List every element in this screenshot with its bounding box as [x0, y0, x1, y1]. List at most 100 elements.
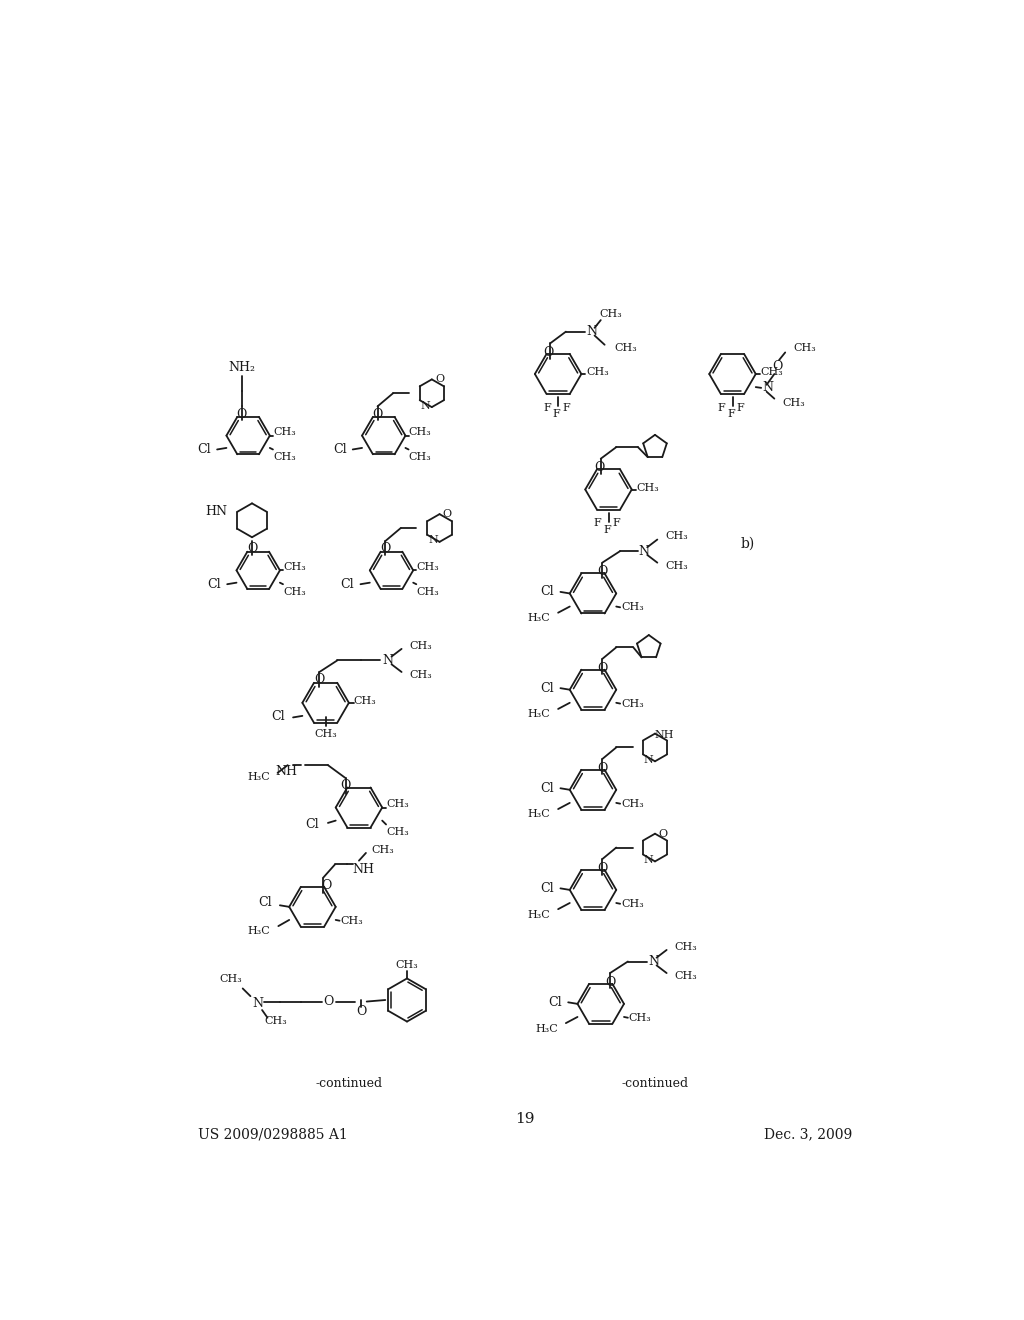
Text: CH₃: CH₃ [665, 532, 688, 541]
Text: F: F [553, 409, 560, 418]
Text: CH₃: CH₃ [621, 602, 644, 612]
Text: CH₃: CH₃ [599, 309, 623, 319]
Text: O: O [772, 360, 782, 372]
Text: O: O [314, 673, 325, 686]
Text: 19: 19 [515, 1113, 535, 1126]
Text: Dec. 3, 2009: Dec. 3, 2009 [764, 1127, 852, 1142]
Text: Cl: Cl [541, 781, 554, 795]
Text: CH₃: CH₃ [621, 899, 644, 908]
Text: O: O [597, 862, 607, 875]
Text: N: N [253, 998, 264, 1010]
Text: CH₃: CH₃ [586, 367, 609, 378]
Text: Cl: Cl [541, 882, 554, 895]
Text: O: O [442, 510, 452, 519]
Text: Cl: Cl [549, 995, 562, 1008]
Text: H₃C: H₃C [527, 809, 550, 820]
Text: CH₃: CH₃ [387, 828, 410, 837]
Text: F: F [612, 519, 621, 528]
Text: CH₃: CH₃ [665, 561, 688, 570]
Text: CH₃: CH₃ [283, 561, 306, 572]
Text: N: N [586, 325, 597, 338]
Text: Cl: Cl [305, 818, 318, 832]
Text: Cl: Cl [208, 578, 221, 591]
Text: O: O [356, 1005, 367, 1018]
Text: Cl: Cl [198, 444, 211, 455]
Text: N: N [644, 755, 653, 764]
Text: O: O [605, 975, 615, 989]
Text: CH₃: CH₃ [675, 942, 697, 952]
Text: O: O [658, 829, 668, 838]
Text: F: F [603, 524, 611, 535]
Text: CH₃: CH₃ [273, 453, 296, 462]
Text: O: O [373, 408, 383, 421]
Text: F: F [544, 403, 551, 413]
Text: CH₃: CH₃ [395, 960, 419, 970]
Text: CH₃: CH₃ [264, 1016, 287, 1026]
Text: CH₃: CH₃ [675, 972, 697, 981]
Text: CH₃: CH₃ [387, 799, 410, 809]
Text: CH₃: CH₃ [629, 1012, 651, 1023]
Text: CH₃: CH₃ [761, 367, 783, 378]
Text: O: O [380, 543, 390, 556]
Text: F: F [562, 403, 569, 413]
Text: N: N [639, 545, 649, 557]
Text: NH₂: NH₂ [228, 362, 255, 375]
Text: N: N [644, 855, 653, 865]
Text: CH₃: CH₃ [621, 799, 644, 809]
Text: O: O [597, 565, 607, 578]
Text: CH₃: CH₃ [417, 561, 439, 572]
Text: CH₃: CH₃ [409, 453, 431, 462]
Text: N: N [648, 954, 659, 968]
Text: F: F [727, 409, 735, 418]
Text: F: F [718, 403, 726, 413]
Text: O: O [597, 762, 607, 775]
Text: H₃C: H₃C [536, 1023, 558, 1034]
Text: N: N [762, 381, 773, 395]
Text: O: O [340, 779, 350, 792]
Text: F: F [736, 403, 744, 413]
Text: -continued: -continued [622, 1077, 688, 1090]
Text: NH: NH [352, 863, 375, 876]
Text: CH₃: CH₃ [220, 974, 243, 985]
Text: -continued: -continued [315, 1077, 382, 1090]
Text: O: O [323, 995, 333, 1008]
Text: Cl: Cl [541, 681, 554, 694]
Text: CH₃: CH₃ [353, 696, 376, 706]
Text: O: O [435, 375, 444, 384]
Text: N: N [382, 653, 393, 667]
Text: CH₃: CH₃ [782, 399, 805, 408]
Text: H₃C: H₃C [527, 709, 550, 719]
Text: H₃C: H₃C [527, 612, 550, 623]
Text: CH₃: CH₃ [314, 729, 337, 739]
Text: N: N [428, 536, 438, 545]
Text: O: O [237, 408, 247, 421]
Text: Cl: Cl [541, 585, 554, 598]
Text: NH: NH [275, 764, 297, 777]
Text: CH₃: CH₃ [410, 640, 432, 651]
Text: O: O [322, 879, 332, 892]
Text: CH₃: CH₃ [621, 698, 644, 709]
Text: O: O [594, 462, 604, 474]
Text: H₃C: H₃C [247, 927, 270, 936]
Text: CH₃: CH₃ [410, 671, 432, 680]
Text: US 2009/0298885 A1: US 2009/0298885 A1 [198, 1127, 347, 1142]
Text: CH₃: CH₃ [283, 587, 306, 597]
Text: Cl: Cl [271, 710, 286, 723]
Text: CH₃: CH₃ [417, 587, 439, 597]
Text: O: O [544, 346, 554, 359]
Text: CH₃: CH₃ [614, 343, 637, 352]
Text: NH: NH [654, 730, 674, 741]
Text: F: F [594, 519, 601, 528]
Text: Cl: Cl [333, 444, 346, 455]
Text: CH₃: CH₃ [340, 916, 364, 925]
Text: Cl: Cl [258, 896, 272, 909]
Text: CH₃: CH₃ [409, 426, 431, 437]
Text: O: O [597, 661, 607, 675]
Text: O: O [247, 543, 257, 556]
Text: b): b) [740, 536, 755, 550]
Text: H₃C: H₃C [527, 909, 550, 920]
Text: CH₃: CH₃ [372, 845, 394, 855]
Text: CH₃: CH₃ [793, 343, 816, 352]
Text: Cl: Cl [341, 578, 354, 591]
Text: CH₃: CH₃ [273, 426, 296, 437]
